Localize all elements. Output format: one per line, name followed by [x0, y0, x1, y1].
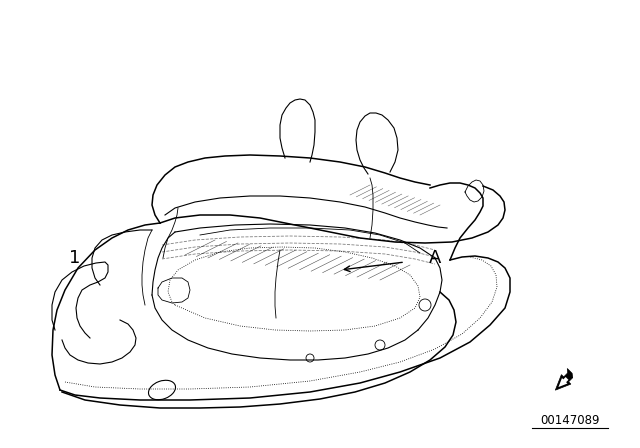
Text: A: A: [429, 249, 441, 267]
Text: 00147089: 00147089: [540, 414, 600, 426]
Polygon shape: [556, 373, 573, 390]
Polygon shape: [559, 377, 568, 387]
Polygon shape: [567, 369, 573, 378]
Text: 1: 1: [69, 249, 81, 267]
